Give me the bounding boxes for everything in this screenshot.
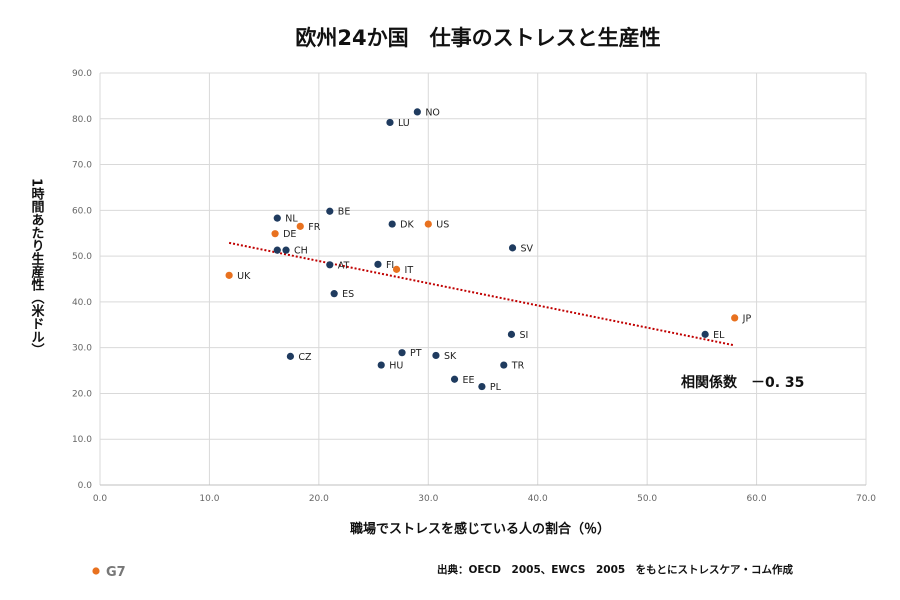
data-point xyxy=(424,220,432,228)
trendline xyxy=(228,241,735,347)
point-label: EL xyxy=(713,330,725,341)
data-point xyxy=(413,108,421,116)
x-tick-label: 0.0 xyxy=(93,494,108,504)
data-point xyxy=(273,246,281,254)
x-tick-label: 50.0 xyxy=(637,494,657,504)
data-point xyxy=(286,352,295,360)
x-axis-label: 職場でストレスを感じている人の割合（％） xyxy=(350,521,610,537)
data-points xyxy=(225,108,739,391)
point-label: TR xyxy=(511,361,525,372)
point-label: NL xyxy=(285,214,298,225)
y-tick-label: 90.0 xyxy=(72,69,92,79)
legend-marker xyxy=(92,567,100,575)
data-point xyxy=(273,214,281,222)
data-point xyxy=(450,375,459,383)
x-tick-label: 20.0 xyxy=(309,494,329,504)
point-label: AT xyxy=(338,260,350,271)
data-point xyxy=(508,244,517,252)
point-label: PL xyxy=(490,382,502,393)
correlation-annotation: 相関係数 －0. 35 xyxy=(681,374,804,391)
point-label: SV xyxy=(521,243,534,254)
point-label: JP xyxy=(742,313,752,324)
point-label: FI xyxy=(386,260,394,271)
point-labels: NO LU BE NL FR DK US DE CH SV AT FI IT UK ES JP SI EL CZ PT… xyxy=(237,107,751,393)
grid-lines xyxy=(99,72,867,486)
point-label: PT xyxy=(410,348,422,359)
y-axis-label-group: 1時間あたり生産性（米ドル） xyxy=(29,178,46,356)
point-label: IT xyxy=(405,265,414,276)
data-point xyxy=(701,330,709,338)
y-tick-label: 60.0 xyxy=(72,206,92,216)
point-label: US xyxy=(436,220,449,231)
data-point xyxy=(392,265,401,273)
source-note: 出典：OECD 2005、EWCS 2005 をもとにストレスケア・コム作成 xyxy=(437,563,793,576)
x-tick-label: 10.0 xyxy=(199,494,219,504)
point-label: ES xyxy=(342,289,354,300)
y-tick-label: 30.0 xyxy=(72,344,92,354)
point-label: SK xyxy=(444,351,457,362)
point-label: FR xyxy=(308,222,320,233)
data-point xyxy=(271,230,279,238)
y-tick-label: 40.0 xyxy=(72,298,92,308)
data-point xyxy=(500,361,508,369)
data-point xyxy=(377,361,385,369)
legend-label: G7 xyxy=(106,565,126,580)
y-tick-label: 10.0 xyxy=(72,435,92,445)
point-label: CH xyxy=(294,246,308,257)
point-label: HU xyxy=(389,361,403,372)
point-label: NO xyxy=(425,107,440,118)
data-point xyxy=(296,222,304,230)
y-tick-label: 50.0 xyxy=(72,252,92,262)
point-label: LU xyxy=(398,118,410,129)
trendline-group xyxy=(228,241,735,347)
data-point xyxy=(731,314,739,322)
data-point xyxy=(282,246,290,254)
data-point xyxy=(330,290,338,298)
x-tick-label: 40.0 xyxy=(528,494,548,504)
y-axis-label: 1時間あたり生産性（米ドル） xyxy=(29,178,46,356)
point-label: BE xyxy=(338,207,351,218)
data-point xyxy=(398,349,406,357)
point-label: UK xyxy=(237,271,251,282)
data-point xyxy=(478,382,486,391)
data-point xyxy=(326,261,334,269)
y-tick-label: 70.0 xyxy=(72,161,92,171)
x-tick-label: 30.0 xyxy=(418,494,438,504)
data-point xyxy=(388,220,396,228)
x-tick-label: 70.0 xyxy=(856,494,876,504)
data-point xyxy=(374,260,382,268)
point-label: DE xyxy=(283,229,296,240)
y-tick-label: 80.0 xyxy=(72,115,92,125)
data-point xyxy=(386,118,394,127)
y-tick-label: 20.0 xyxy=(72,389,92,399)
data-point xyxy=(225,271,233,279)
point-label: SI xyxy=(519,330,528,341)
x-tick-label: 60.0 xyxy=(747,494,767,504)
data-point xyxy=(432,351,440,360)
point-label: DK xyxy=(400,220,414,231)
chart-title: 欧州24か国 仕事のストレスと生産性 xyxy=(295,26,660,50)
point-label: CZ xyxy=(298,352,312,363)
axis-ticks: 0.0 10.0 20.0 30.0 40.0 50.0 60.0 70.0 0.0 10.0 20… xyxy=(72,69,876,504)
y-tick-label: 0.0 xyxy=(78,481,93,491)
data-point xyxy=(507,330,516,338)
point-label: EE xyxy=(463,375,475,386)
data-point xyxy=(326,207,334,215)
